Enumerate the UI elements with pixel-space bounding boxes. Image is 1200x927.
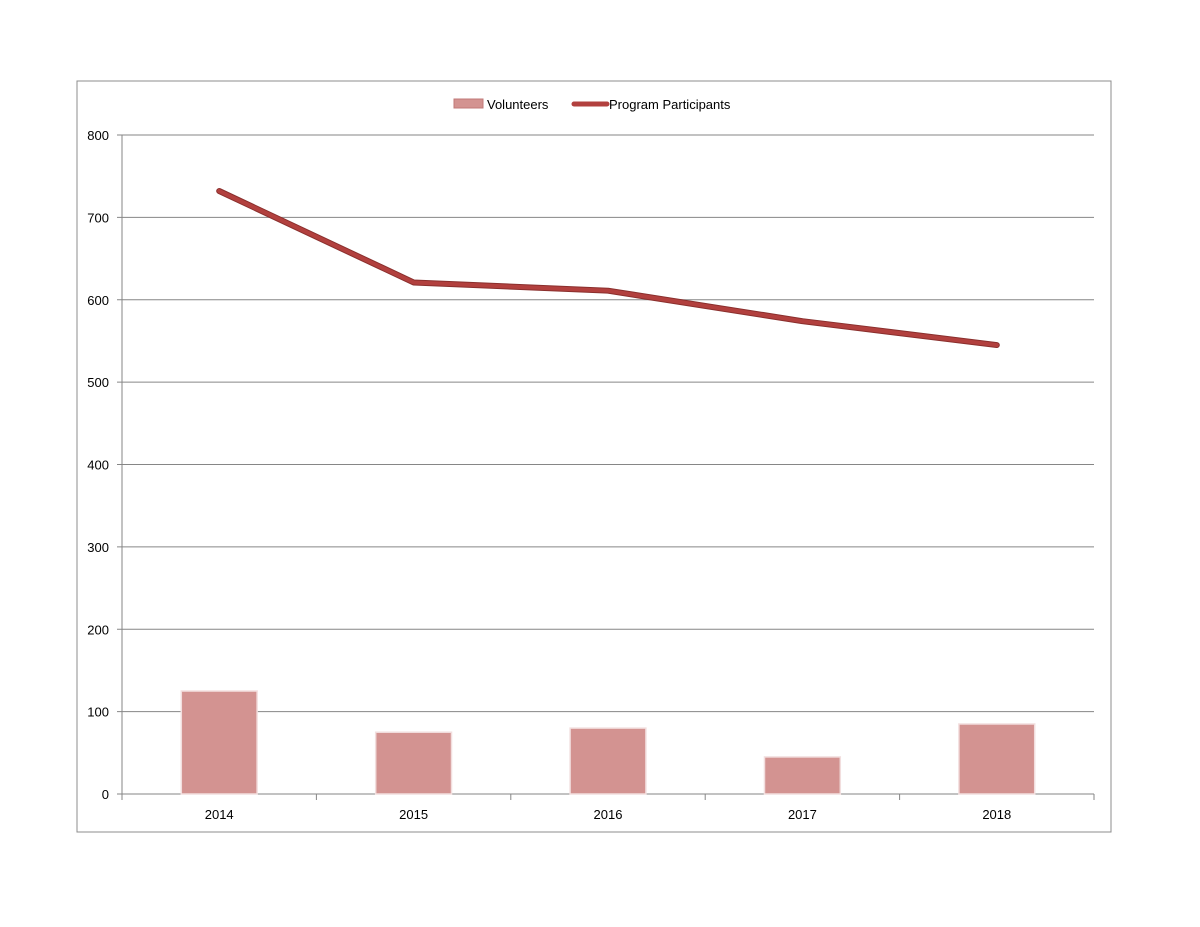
volunteers-bar bbox=[374, 731, 453, 795]
y-tick-label: 300 bbox=[87, 540, 109, 555]
x-tick-label: 2018 bbox=[982, 807, 1011, 822]
volunteers-bar bbox=[569, 727, 647, 795]
y-tick-label: 600 bbox=[87, 293, 109, 308]
volunteers-bar bbox=[958, 723, 1036, 795]
gridlines bbox=[122, 134, 1094, 713]
y-tick-label: 700 bbox=[87, 210, 109, 225]
volunteers-bar bbox=[180, 690, 258, 795]
program-participants-series bbox=[216, 188, 1000, 349]
legend-label-program-participants: Program Participants bbox=[609, 97, 731, 112]
y-tick-label: 400 bbox=[87, 458, 109, 473]
legend-label-volunteers: Volunteers bbox=[487, 97, 549, 112]
y-tick-label: 500 bbox=[87, 375, 109, 390]
x-tick-label: 2014 bbox=[205, 807, 234, 822]
x-tick-label: 2017 bbox=[788, 807, 817, 822]
volunteers-bar bbox=[763, 756, 842, 795]
legend: Volunteers Program Participants bbox=[453, 97, 731, 112]
y-axis: 0 100 200 300 400 500 600 700 800 bbox=[87, 128, 123, 802]
x-tick-label: 2015 bbox=[399, 807, 428, 822]
x-tick-label: 2016 bbox=[594, 807, 623, 822]
y-tick-label: 100 bbox=[87, 705, 109, 720]
legend-swatch-volunteers bbox=[453, 98, 484, 109]
y-tick-label: 800 bbox=[87, 128, 109, 143]
volunteers-bars bbox=[180, 690, 1036, 795]
y-tick-label: 200 bbox=[87, 622, 109, 637]
x-axis: 2014 2015 2016 2017 2018 bbox=[121, 793, 1095, 822]
y-tick-label: 0 bbox=[102, 787, 109, 802]
